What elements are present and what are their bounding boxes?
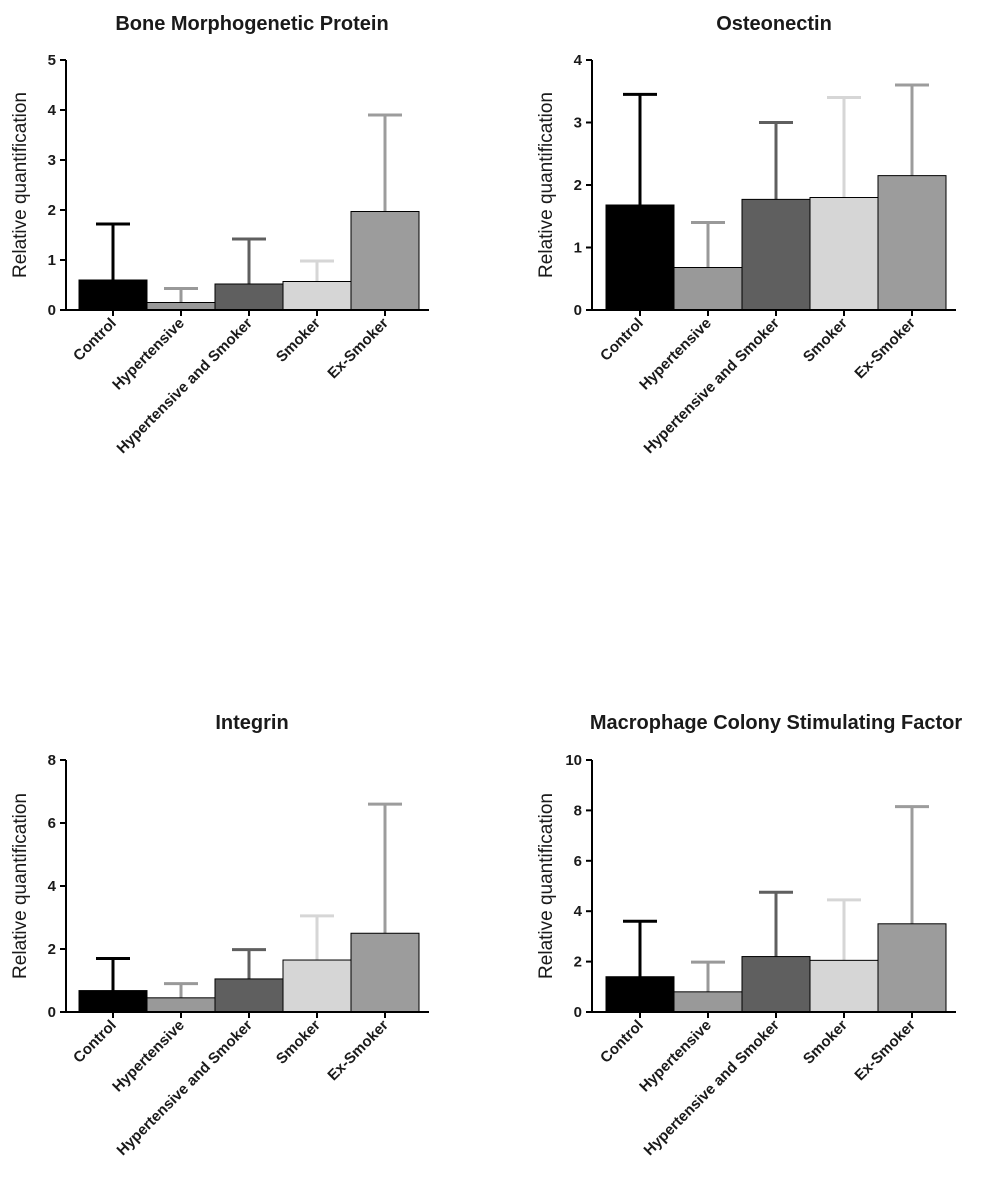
y-tick-label: 0 (574, 1004, 582, 1021)
y-axis-label: Relative quantification (536, 92, 557, 278)
bar-hypertensive-and-smoker (214, 978, 284, 1013)
bar-hypertensive (146, 302, 216, 311)
x-category-label: Ex-Smoker (324, 1017, 392, 1085)
bar-hypertensive (673, 267, 743, 311)
chart-title: Bone Morphogenetic Protein (115, 13, 388, 35)
y-tick-label: 8 (574, 802, 582, 819)
chart-title: Integrin (215, 712, 288, 734)
y-tick-label: 8 (48, 752, 56, 769)
y-tick-label: 3 (574, 115, 582, 132)
y-tick-label: 0 (48, 302, 56, 319)
x-category-label: Hypertensive and Smoker (641, 315, 783, 457)
chart-title: Macrophage Colony Stimulating Factor (590, 712, 962, 734)
y-tick-label: 3 (48, 152, 56, 169)
bar-hypertensive-and-smoker (741, 198, 811, 311)
bar-smoker (809, 959, 879, 1013)
x-category-label: Smoker (800, 315, 851, 366)
bar-control (605, 976, 675, 1013)
bar-smoker (809, 197, 879, 311)
x-category-label: Control (597, 1017, 647, 1067)
y-axis-label: Relative quantification (10, 92, 31, 278)
y-tick-label: 6 (574, 853, 582, 870)
x-category-label: Control (597, 315, 647, 365)
bar-hypertensive (673, 991, 743, 1013)
bar-ex-smoker (350, 211, 420, 311)
chart-title: Osteonectin (716, 13, 832, 35)
x-category-label: Ex-Smoker (851, 315, 919, 383)
y-tick-label: 2 (574, 177, 582, 194)
y-tick-label: 6 (48, 815, 56, 832)
x-category-label: Hypertensive and Smoker (114, 315, 256, 457)
x-category-label: Control (70, 1017, 120, 1067)
bar-hypertensive (146, 997, 216, 1013)
x-category-label: Control (70, 315, 120, 365)
x-category-label: Hypertensive and Smoker (641, 1017, 783, 1159)
y-axis-label: Relative quantification (536, 793, 557, 979)
y-tick-label: 0 (574, 302, 582, 319)
bar-ex-smoker (350, 932, 420, 1013)
bar-ex-smoker (877, 175, 947, 311)
bar-hypertensive-and-smoker (214, 283, 284, 311)
chart-panel-2: Osteonectin Relative quantification 0 1 2 3 4 C… (536, 13, 956, 457)
y-tick-label: 2 (574, 954, 582, 971)
x-category-label: Smoker (800, 1017, 851, 1068)
y-tick-label: 2 (48, 202, 56, 219)
y-tick-label: 5 (48, 52, 56, 69)
x-category-label: Smoker (273, 315, 324, 366)
y-tick-label: 4 (48, 102, 57, 119)
y-tick-label: 4 (48, 878, 57, 895)
bar-ex-smoker (877, 923, 947, 1013)
chart-panel-1: Bone Morphogenetic Protein Relative quant… (10, 13, 429, 457)
bar-smoker (282, 281, 352, 311)
y-tick-label: 2 (48, 941, 56, 958)
bar-control (78, 279, 148, 311)
bar-control (78, 990, 148, 1013)
y-tick-label: 1 (48, 252, 56, 269)
x-category-label: Ex-Smoker (851, 1017, 919, 1085)
bar-hypertensive-and-smoker (741, 956, 811, 1013)
x-category-label: Hypertensive and Smoker (114, 1017, 256, 1159)
bar-control (605, 204, 675, 311)
x-category-label: Smoker (273, 1017, 324, 1068)
y-tick-label: 4 (574, 903, 583, 920)
chart-panel-4: Macrophage Colony Stimulating Factor Rela… (536, 712, 962, 1159)
y-tick-label: 1 (574, 240, 582, 257)
y-tick-label: 0 (48, 1004, 56, 1021)
y-tick-label: 4 (574, 52, 583, 69)
chart-panel-3: Integrin Relative quantification 0 2 4 6 8 Cont… (10, 712, 429, 1159)
bar-smoker (282, 959, 352, 1013)
y-axis-label: Relative quantification (10, 793, 31, 979)
y-tick-label: 10 (565, 752, 582, 769)
x-category-label: Ex-Smoker (324, 315, 392, 383)
